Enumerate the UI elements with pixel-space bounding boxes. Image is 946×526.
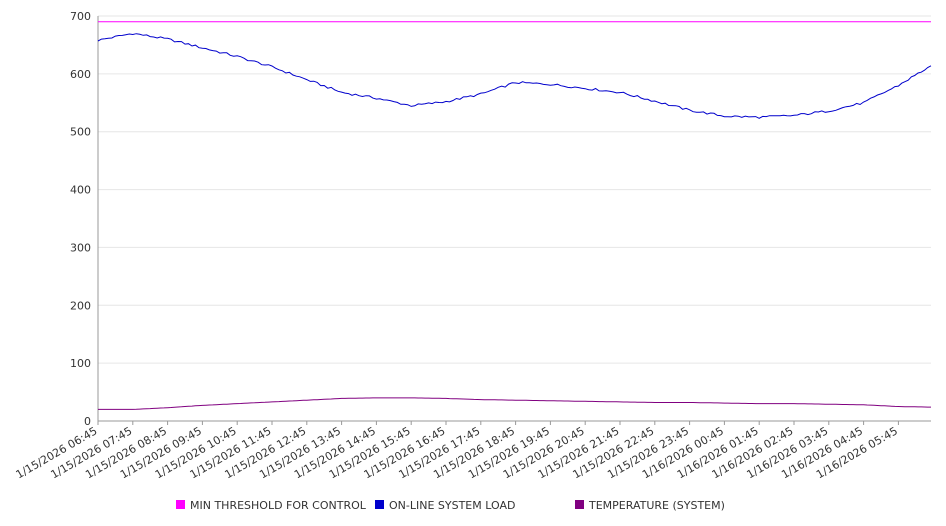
x-axis-ticks: 1/15/2026 06:451/15/2026 07:451/15/2026 …	[14, 421, 900, 481]
legend: MIN THRESHOLD FOR CONTROL ON-LINE SYSTEM …	[176, 499, 725, 512]
legend-label: MIN THRESHOLD FOR CONTROL	[190, 499, 367, 512]
axes	[97, 16, 931, 422]
legend-swatch	[176, 500, 185, 509]
y-axis-ticks: 0 100 200 300 400 500 600 700	[70, 10, 91, 428]
y-tick-label: 0	[84, 415, 91, 428]
y-tick-label: 100	[70, 357, 91, 370]
y-tick-label: 200	[70, 299, 91, 312]
legend-swatch	[375, 500, 384, 509]
y-tick-label: 700	[70, 10, 91, 23]
grid-lines	[98, 15, 931, 422]
y-tick-label: 300	[70, 241, 91, 254]
legend-label: ON-LINE SYSTEM LOAD	[389, 499, 515, 512]
series-line-2	[98, 397, 931, 410]
legend-label: TEMPERATURE (SYSTEM)	[588, 499, 725, 512]
series-lines	[97, 21, 932, 410]
y-tick-label: 600	[70, 68, 91, 81]
y-tick-label: 500	[70, 126, 91, 139]
series-line-1	[97, 33, 932, 119]
y-tick-label: 400	[70, 184, 91, 197]
legend-swatch	[575, 500, 584, 509]
